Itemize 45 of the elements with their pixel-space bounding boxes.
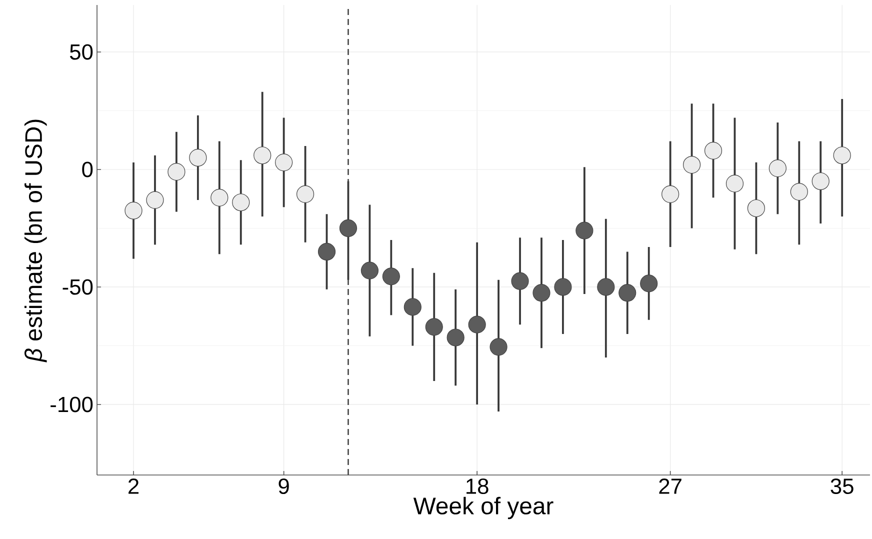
y-tick-label: -50 — [62, 279, 93, 295]
x-tick-label: 27 — [659, 478, 682, 494]
point — [232, 194, 250, 212]
point — [254, 146, 272, 164]
point — [812, 172, 830, 190]
point — [490, 338, 508, 356]
point — [511, 272, 529, 290]
point — [768, 160, 786, 178]
point — [382, 268, 400, 286]
y-tick-label: 50 — [70, 44, 93, 60]
y-axis-title: β estimate (bn of USD) — [24, 120, 47, 362]
y-tick-label: -100 — [50, 396, 93, 412]
point — [124, 202, 142, 220]
x-tick-label: 35 — [830, 478, 854, 494]
point — [360, 262, 379, 280]
point — [833, 146, 851, 164]
point — [275, 154, 293, 172]
point — [468, 316, 486, 334]
point — [576, 222, 594, 240]
point — [296, 185, 314, 203]
y-tick-label: 0 — [82, 162, 93, 178]
point — [640, 274, 658, 292]
x-tick-label: 18 — [466, 478, 488, 494]
x-tick-label: 9 — [278, 478, 289, 494]
point — [189, 148, 207, 167]
point — [618, 284, 636, 302]
point — [682, 156, 701, 174]
point — [554, 278, 572, 296]
point — [790, 183, 808, 201]
point — [318, 242, 336, 261]
point — [146, 191, 164, 209]
x-axis-title: Week of year — [413, 496, 554, 520]
point — [210, 188, 228, 206]
point — [339, 219, 358, 238]
point — [662, 185, 680, 203]
x-tick-label: 2 — [128, 478, 139, 494]
point — [747, 199, 766, 218]
point — [425, 318, 443, 336]
point — [532, 284, 550, 302]
point — [597, 278, 615, 296]
point — [168, 163, 186, 181]
point — [446, 328, 464, 346]
point — [404, 298, 422, 316]
point — [726, 174, 744, 192]
point — [704, 142, 722, 160]
